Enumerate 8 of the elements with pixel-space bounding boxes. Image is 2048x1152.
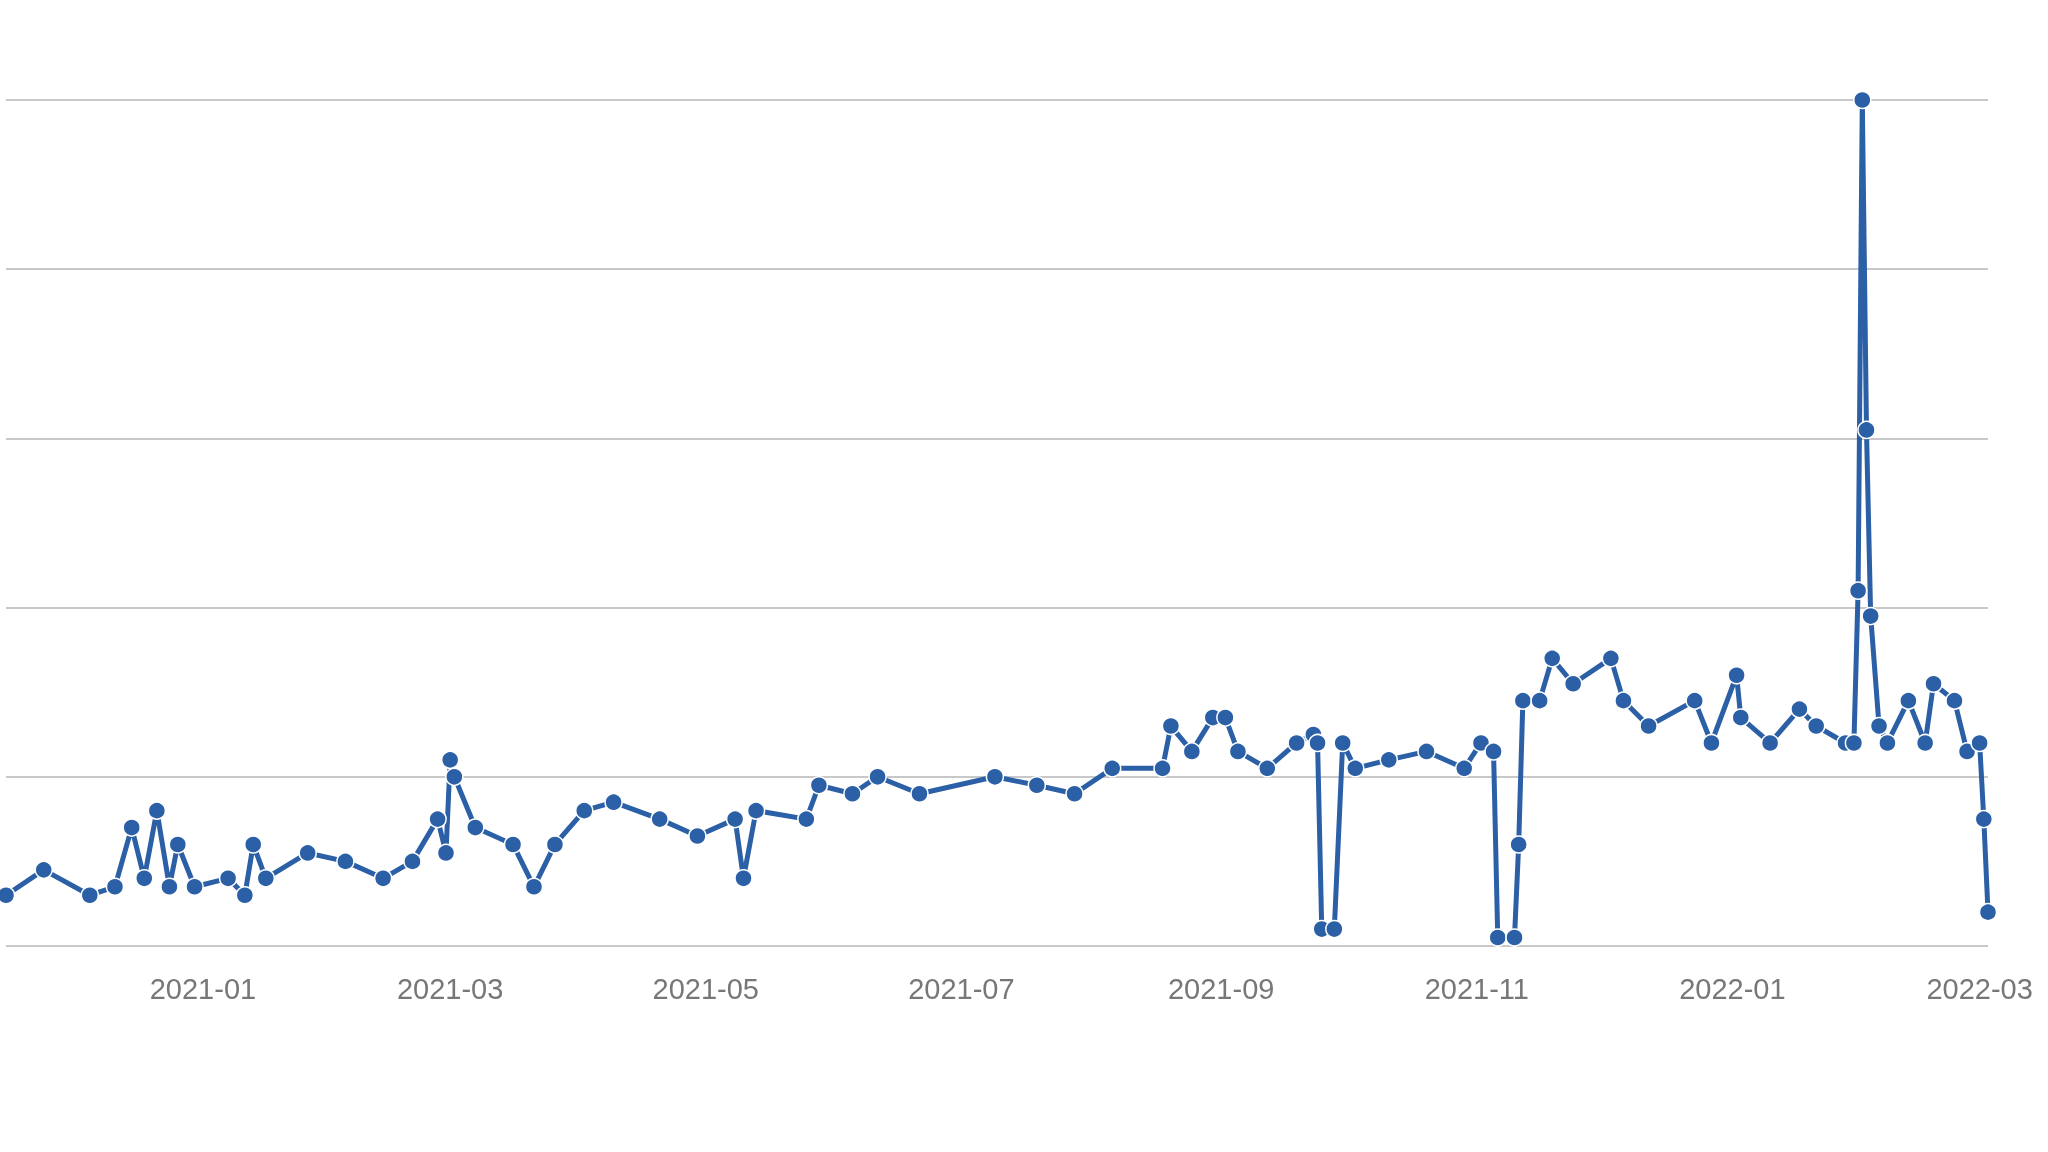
- x-tick-label: 2022-03: [1926, 972, 2033, 1005]
- x-tick-label: 2021-07: [908, 972, 1015, 1005]
- x-tick-label: 2021-03: [396, 972, 504, 1005]
- x-tick-label: 2021-01: [149, 972, 257, 1005]
- x-tick-label: 2021-05: [652, 972, 759, 1005]
- x-tick-label: 2021-11: [1424, 972, 1529, 1005]
- x-tick-label: 2022-01: [1679, 972, 1786, 1005]
- x-tick-label: 2021-09: [1167, 972, 1275, 1005]
